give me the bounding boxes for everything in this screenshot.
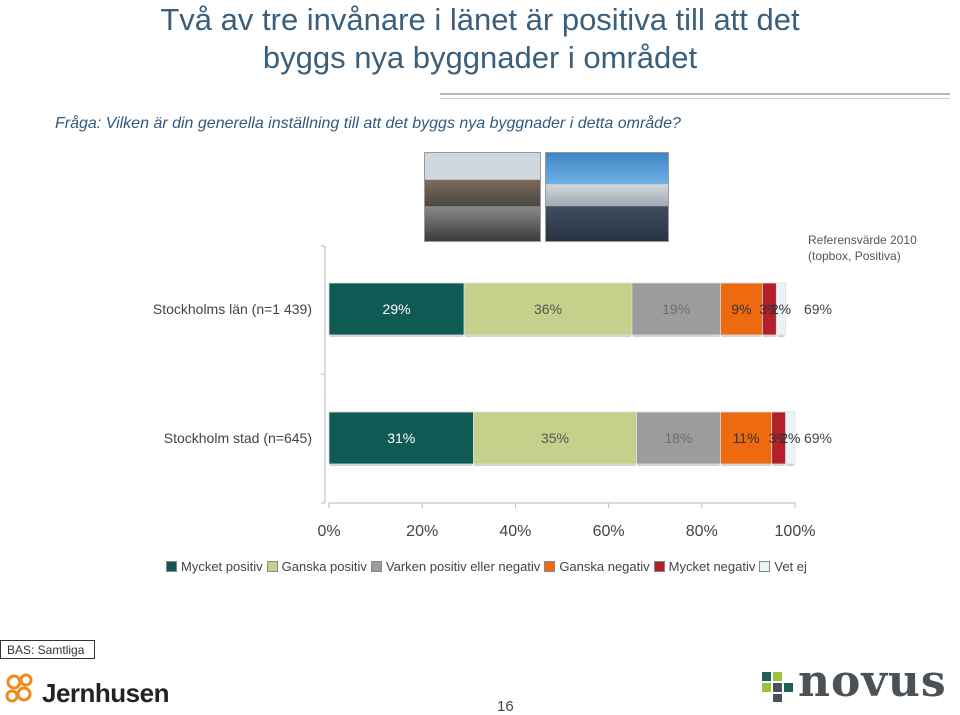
data-label: 36%: [534, 301, 562, 317]
bar-segment: [328, 411, 474, 465]
x-tick-label: 0%: [317, 523, 340, 540]
data-label: 3%: [759, 301, 779, 317]
data-label: 18%: [664, 430, 692, 446]
city-photo-2: [545, 152, 669, 242]
legend-label: Mycket positiv: [181, 559, 263, 574]
base-note: BAS: Samtliga: [0, 640, 95, 659]
legend-swatch: [653, 561, 665, 572]
title-line-2: byggs nya byggnader i området: [262, 40, 698, 75]
legend-label: Ganska positiv: [281, 559, 367, 574]
page-title: Två av tre invånare i länet är positiva …: [0, 1, 960, 77]
x-tick-label: 60%: [593, 523, 625, 540]
legend-label: Mycket negativ: [668, 559, 756, 574]
bar-segment: [463, 282, 633, 336]
bar-segment: [720, 282, 763, 336]
data-label: 11%: [733, 430, 760, 446]
bar-segment: [775, 282, 787, 336]
novus-wordmark: novus: [798, 656, 947, 707]
legend-item: Ganska negativ: [544, 559, 650, 574]
bar-segment: [720, 411, 773, 465]
jernhusen-flower-icon: [5, 673, 33, 703]
bar-segment: [636, 411, 721, 465]
x-tick-label: 40%: [499, 523, 531, 540]
novus-logo: novus: [762, 656, 958, 708]
legend-swatch: [544, 561, 556, 572]
reference-line-2: (topbox, Positiva): [808, 249, 901, 263]
data-label: 31%: [387, 430, 415, 446]
reference-line-1: Referensvärde 2010: [808, 233, 917, 247]
stacked-bar-chart: Stockholms län (n=1 439) 29% 36% 19% 9% 3%2% 6…: [153, 245, 832, 540]
legend-label: Ganska negativ: [559, 559, 650, 574]
reference-caption: Referensvärde 2010 (topbox, Positiva): [808, 232, 917, 264]
data-label: 3%: [769, 430, 789, 446]
legend-swatch: [266, 561, 278, 572]
legend-swatch: [166, 561, 177, 572]
bar-segment: [631, 282, 721, 336]
novus-squares-icon: [762, 672, 793, 702]
x-tick-label: 20%: [406, 523, 438, 540]
x-tick-label: 80%: [686, 523, 718, 540]
jernhusen-logo: Jernhusen: [4, 672, 184, 712]
legend-label: Varken positiv eller negativ: [385, 559, 541, 574]
bar-segment: [785, 411, 796, 465]
data-label: 19%: [662, 301, 690, 317]
page-number: 16: [497, 698, 514, 715]
legend-item: Mycket positiv: [166, 559, 263, 574]
legend-item: Vet ej: [759, 559, 807, 574]
data-label: 9%: [731, 301, 751, 317]
reference-value: 69%: [804, 301, 832, 317]
legend-label: Vet ej: [774, 559, 807, 574]
city-photo-1: [424, 152, 541, 242]
category-label: Stockholm stad (n=645): [164, 430, 312, 446]
legend-item: Ganska positiv: [266, 559, 367, 574]
category-label: Stockholms län (n=1 439): [153, 301, 312, 317]
data-label: 35%: [541, 430, 569, 446]
legend-item: Varken positiv eller negativ: [370, 559, 541, 574]
jernhusen-wordmark: Jernhusen: [42, 678, 170, 708]
title-line-1: Två av tre invånare i länet är positiva …: [160, 2, 800, 37]
bar-segment: [328, 282, 465, 336]
title-divider-thin: [440, 98, 950, 99]
legend-swatch: [370, 561, 382, 572]
title-divider: [440, 93, 950, 95]
reference-value: 69%: [804, 430, 832, 446]
data-label: 2%: [771, 301, 791, 317]
legend-item: Mycket negativ: [653, 559, 756, 574]
survey-question: Fråga: Vilken är din generella inställni…: [55, 115, 681, 132]
data-label: 29%: [383, 301, 411, 317]
chart-legend: Mycket positiv Ganska positiv Varken posit…: [166, 559, 811, 575]
data-label: 2%: [780, 430, 800, 446]
legend-swatch: [759, 561, 771, 572]
x-tick-label: 100%: [775, 523, 816, 540]
